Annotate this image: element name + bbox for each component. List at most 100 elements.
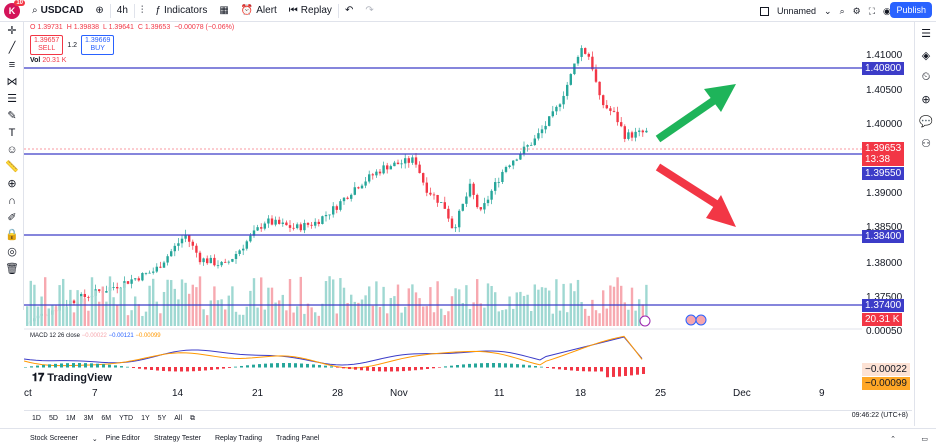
event-flag-icon-2[interactable] <box>695 314 707 326</box>
avatar[interactable]: K 10 <box>4 0 25 19</box>
alarm-clock-icon[interactable]: ⏲ <box>921 70 931 83</box>
volume-bar <box>44 277 47 326</box>
date-range-icon[interactable]: ⧉ <box>190 414 196 422</box>
symbol-search[interactable]: ⌕ USDCAD <box>32 5 84 16</box>
range-1m[interactable]: 1M <box>65 415 76 422</box>
layers-icon[interactable]: ◈ <box>921 49 931 62</box>
candle <box>72 300 76 304</box>
magnet-icon[interactable]: ∩ <box>8 194 16 207</box>
layout-checkbox[interactable] <box>760 6 769 16</box>
camera-icon[interactable]: ◉ <box>883 5 891 16</box>
event-flag-icon[interactable] <box>685 314 697 326</box>
volume-bar <box>389 297 392 326</box>
emoji-icon[interactable]: ☺ <box>6 143 18 156</box>
candle <box>281 222 284 224</box>
chevron-down-icon[interactable]: ⌄ <box>824 5 832 16</box>
alert-flag-icon[interactable] <box>639 315 651 327</box>
horizontal-lines-icon[interactable]: ≡ <box>8 58 16 71</box>
zoom-icon[interactable]: ⊕ <box>7 178 17 190</box>
indicators-button[interactable]: ƒ Indicators <box>155 5 208 16</box>
candle <box>602 95 605 106</box>
range-5d[interactable]: 5D <box>48 415 58 422</box>
compare-button[interactable]: ⊕ <box>89 0 109 22</box>
ruler-icon[interactable]: 📏 <box>5 161 19 173</box>
chat-icon[interactable]: 💬 <box>919 115 933 128</box>
candle <box>436 194 439 203</box>
volume-bar <box>105 301 108 326</box>
undo-button[interactable]: ↶ <box>339 0 359 22</box>
level-tag[interactable]: 1.38400 <box>862 230 905 243</box>
macd-histogram-bar <box>582 367 585 372</box>
price-chart[interactable] <box>24 22 862 388</box>
down-arrow[interactable] <box>655 163 736 227</box>
volume-bar <box>332 279 335 326</box>
candle <box>494 182 497 191</box>
volume-bar <box>303 313 306 326</box>
tab-strategy-tester[interactable]: Strategy Tester <box>153 435 201 442</box>
volume-tag[interactable]: 20.31 K <box>862 313 903 326</box>
range-6m[interactable]: 6M <box>101 415 112 422</box>
fib-icon[interactable]: ☰ <box>7 93 17 105</box>
timeframe-button[interactable]: 4h <box>116 5 128 16</box>
range-1d[interactable]: 1D <box>32 415 41 422</box>
sell-button[interactable]: 1.39657 SELL <box>30 35 64 55</box>
settings-icon[interactable]: ⚙ <box>852 5 861 16</box>
range-5y[interactable]: 5Y <box>157 415 167 422</box>
level-tag[interactable]: 1.39550 <box>862 167 905 180</box>
lock-icon[interactable]: 🔒 <box>5 229 19 241</box>
trendline-icon[interactable]: ╱ <box>8 42 16 54</box>
tab-stock-screener[interactable]: Stock Screener <box>30 435 78 442</box>
volume-bar <box>173 288 176 326</box>
layouts-button[interactable]: ▦ <box>213 0 234 22</box>
pencil-lock-icon[interactable]: ✐ <box>7 212 17 224</box>
range-ytd[interactable]: YTD <box>119 415 134 422</box>
range-3m[interactable]: 3M <box>83 415 94 422</box>
chevron-down-icon[interactable]: ⌄ <box>91 435 98 443</box>
layout-name[interactable]: Unnamed <box>777 6 817 16</box>
candle <box>227 261 230 263</box>
price-axis-label: 1.41000 <box>866 50 903 61</box>
chevron-up-icon[interactable]: ⌃ <box>890 435 896 443</box>
text-icon[interactable]: T <box>8 126 16 139</box>
macd-histogram-bar <box>294 363 297 368</box>
volume-bar <box>602 290 605 326</box>
volume-bar <box>119 288 122 326</box>
watchlist-icon[interactable]: ☰ <box>921 27 931 40</box>
range-1y[interactable]: 1Y <box>141 415 150 422</box>
fullscreen-icon[interactable]: ⛶ <box>868 5 876 16</box>
level-tag[interactable]: 1.40800 <box>862 62 905 75</box>
up-arrow[interactable] <box>655 84 736 143</box>
bottom-panel-tabs: Stock Screener ⌄ Pine Editor Strategy Te… <box>0 428 936 448</box>
macd-tag[interactable]: −0.00099 <box>862 377 910 390</box>
crosshair-icon[interactable]: ✛ <box>7 25 17 37</box>
volume-bar <box>274 302 277 326</box>
volume-bar <box>548 290 551 326</box>
current-price-tag[interactable]: 1.39653 13:38 <box>862 142 905 166</box>
eye-icon[interactable]: ◎ <box>7 246 17 258</box>
ohlc-change: −0.00078 (−0.06%) <box>174 24 235 31</box>
macd-tag[interactable]: −0.00022 <box>862 363 910 376</box>
publish-button[interactable]: Publish <box>890 2 932 18</box>
volume-bar <box>461 302 464 326</box>
buy-button[interactable]: 1.39669 BUY <box>81 35 115 55</box>
replay-button[interactable]: ⏮ Replay <box>288 5 332 16</box>
search-icon[interactable]: ⌕ <box>839 5 845 16</box>
trash-icon[interactable]: 🗑 <box>5 263 19 275</box>
redo-button[interactable]: ↷ <box>359 0 379 22</box>
tab-pine-editor[interactable]: Pine Editor <box>105 435 140 442</box>
crosshair-target-icon[interactable]: ⊕ <box>921 93 931 106</box>
alert-button[interactable]: ⏰ Alert <box>240 5 277 16</box>
candles-icon: ⫶ <box>140 5 144 16</box>
clock-display[interactable]: 09:46:22 (UTC+8) <box>851 412 908 419</box>
range-all[interactable]: All <box>174 415 183 422</box>
candle <box>573 63 576 75</box>
brush-icon[interactable]: ✎ <box>7 110 17 122</box>
ideas-icon[interactable]: ⚇ <box>921 137 931 150</box>
level-tag[interactable]: 1.37400 <box>862 299 905 312</box>
maximize-icon[interactable]: ▭ <box>921 435 928 443</box>
macd-histogram-bar <box>42 364 45 368</box>
chart-type-button[interactable]: ⫶ <box>135 0 150 22</box>
tab-trading-panel[interactable]: Trading Panel <box>276 435 320 442</box>
pitchfork-icon[interactable]: ⋈ <box>6 76 18 88</box>
tab-replay-trading[interactable]: Replay Trading <box>214 435 263 442</box>
